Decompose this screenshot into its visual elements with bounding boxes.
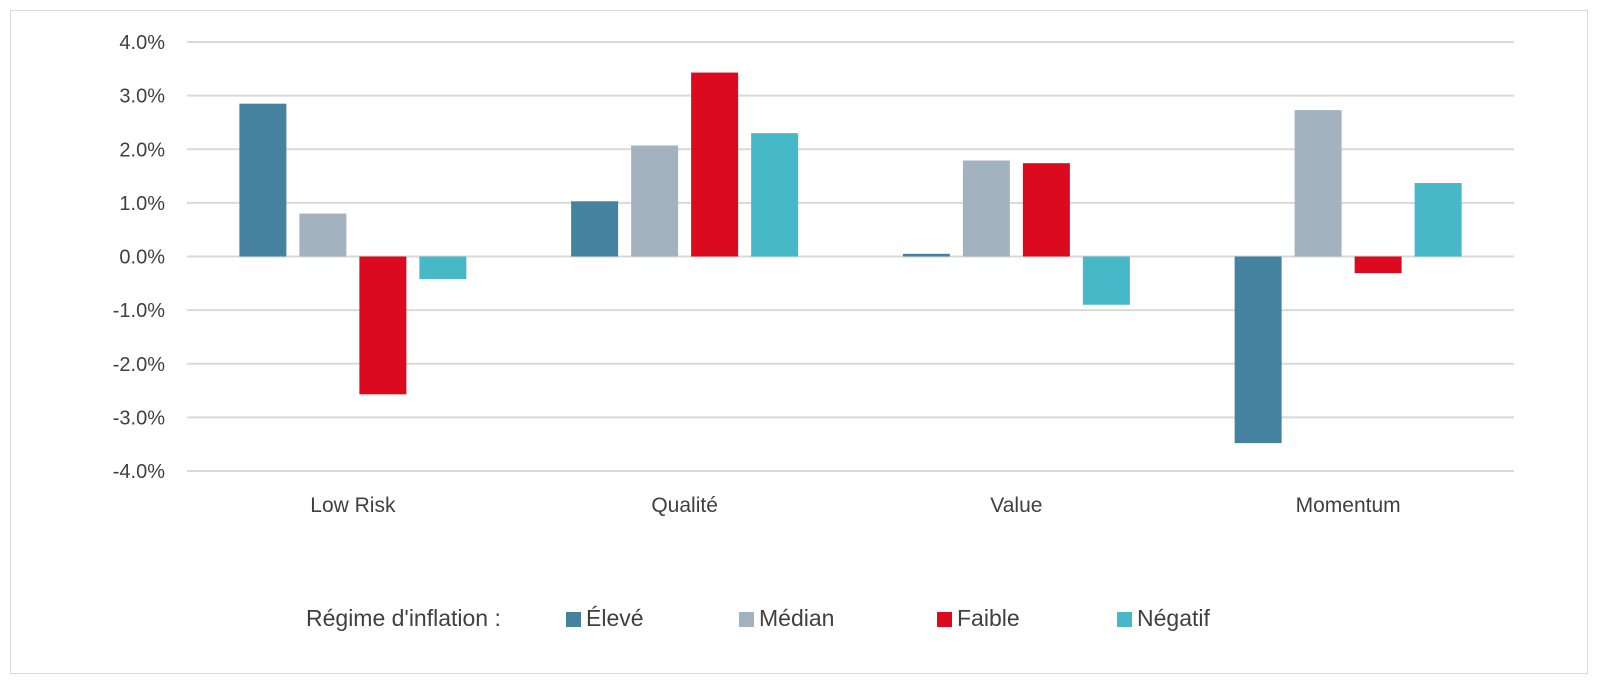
- y-tick-label: -2.0%: [113, 354, 165, 376]
- legend-swatch: [739, 612, 754, 627]
- bar: [1354, 256, 1402, 274]
- legend-swatch: [566, 612, 581, 627]
- y-tick-label: 0.0%: [119, 247, 165, 269]
- gridlines: [187, 41, 1514, 472]
- bar: [1414, 183, 1462, 257]
- bars: [239, 72, 1462, 444]
- legend-label: Négatif: [1137, 605, 1210, 631]
- bar: [1082, 256, 1130, 305]
- y-axis-ticks: 4.0% 3.0% 2.0% 1.0% 0.0% -1.0% -2.0% -3.0% -4.0%: [113, 32, 165, 483]
- category-label: Qualité: [651, 494, 718, 517]
- y-tick-label: 2.0%: [119, 139, 165, 161]
- bar: [691, 72, 739, 257]
- bar: [1234, 256, 1282, 444]
- y-tick-label: 3.0%: [119, 86, 165, 108]
- x-axis-categories: Low Risk Qualité Value Momentum: [310, 494, 1400, 517]
- legend-label: Médian: [759, 605, 834, 631]
- legend-swatch: [1117, 612, 1132, 627]
- bar: [359, 256, 407, 395]
- bar: [751, 133, 799, 257]
- bar: [631, 145, 679, 257]
- bar: [1022, 163, 1070, 257]
- category-label: Momentum: [1296, 494, 1401, 517]
- category-label: Value: [990, 494, 1042, 517]
- bar: [902, 253, 950, 257]
- bar: [239, 103, 287, 257]
- category-label: Low Risk: [310, 494, 396, 517]
- bar: [299, 213, 347, 257]
- y-tick-label: 1.0%: [119, 193, 165, 215]
- y-tick-label: -1.0%: [113, 300, 165, 322]
- bar: [1294, 110, 1342, 257]
- legend-title: Régime d'inflation :: [306, 605, 501, 631]
- y-tick-label: -4.0%: [113, 461, 165, 483]
- legend: Régime d'inflation : Élevé Médian Faible Né…: [306, 605, 1210, 631]
- bar: [571, 201, 619, 257]
- legend-label: Faible: [957, 605, 1020, 631]
- bar: [962, 160, 1010, 257]
- legend-label: Élevé: [586, 605, 644, 631]
- y-tick-label: 4.0%: [119, 32, 165, 54]
- y-tick-label: -3.0%: [113, 407, 165, 429]
- legend-swatch: [937, 612, 952, 627]
- bar: [419, 256, 467, 280]
